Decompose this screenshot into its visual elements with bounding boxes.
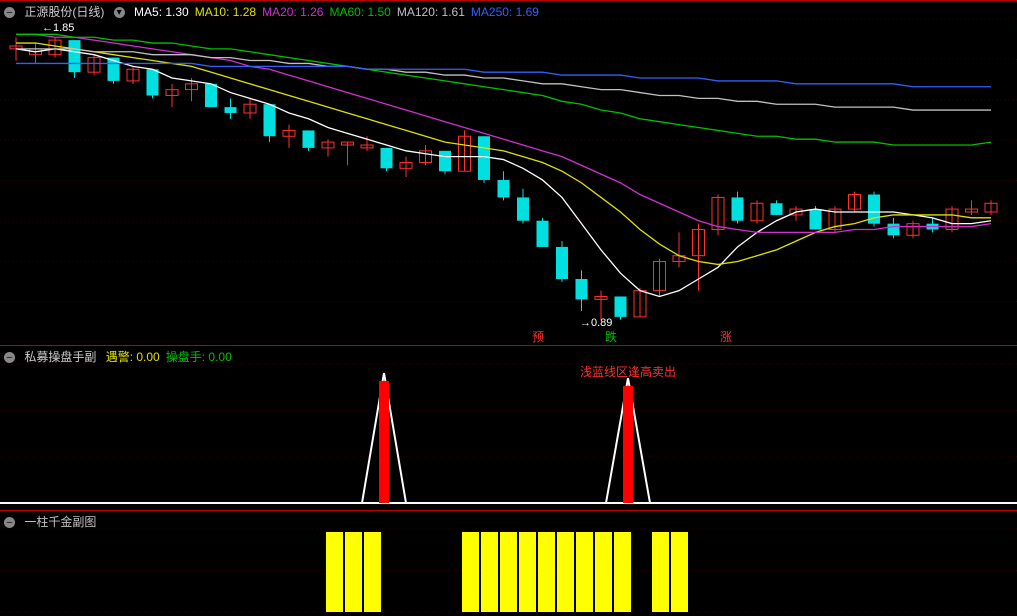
collapse-icon[interactable]: – [4,517,15,528]
sub2-panel[interactable]: – 一柱千金副图 [0,510,1017,615]
stock-title: 正源股份(日线) [24,5,104,19]
ma-legend-item: MA10: 1.28 [195,5,256,19]
sub1-panel[interactable]: – 私募操盘手副 遇警: 0.00 操盘手: 0.00 浅蓝线区逢高卖出 [0,345,1017,510]
gold-bar [345,532,362,612]
gold-bar [652,532,669,612]
sub1-chart[interactable]: 浅蓝线区逢高卖出 [0,346,1017,511]
collapse-icon[interactable]: – [4,352,15,363]
ma-legend-item: MA60: 1.50 [329,5,390,19]
gold-bar [500,532,517,612]
sub2-title: 一柱千金副图 [24,515,96,529]
candle-chart[interactable]: ←1.85 →0.89 预 跌 涨 [0,1,1017,346]
gold-bar [481,532,498,612]
gold-bar [326,532,343,612]
sub1-title: 私募操盘手副 [24,350,96,364]
price-high-label: ←1.85 [42,22,74,34]
ma-legend-item: MA20: 1.26 [262,5,323,19]
ma-line-ma250 [16,63,991,86]
sub1-legend-item: 遇警: 0.00 [106,350,160,364]
ma-legend-item: MA250: 1.69 [471,5,539,19]
gold-bar [519,532,536,612]
sub2-header: – 一柱千金副图 [4,513,102,530]
gold-bar [671,532,688,612]
gold-bar [538,532,555,612]
main-header: – 正源股份(日线) ▾ MA5: 1.30 MA10: 1.28 MA20: 1.… [4,3,551,20]
gold-bar [614,532,631,612]
price-low-label: →0.89 [580,317,612,329]
signal-label: 预 [532,330,544,344]
collapse-icon[interactable]: – [4,7,15,18]
gold-bar [462,532,479,612]
ma-legend-item: MA5: 1.30 [134,5,189,19]
sub1-header: – 私募操盘手副 遇警: 0.00 操盘手: 0.00 [4,348,244,365]
main-chart-panel[interactable]: – 正源股份(日线) ▾ MA5: 1.30 MA10: 1.28 MA20: 1.… [0,0,1017,345]
spike-bar [623,386,633,503]
signal-label: 跌 [605,329,617,344]
spike-bar [379,381,389,503]
gold-bar [557,532,574,612]
signal-label: 涨 [720,329,732,344]
sub1-legend-item: 操盘手: 0.00 [166,350,232,364]
sub1-annotation: 浅蓝线区逢高卖出 [580,364,676,379]
ma-legend-item: MA120: 1.61 [397,5,465,19]
gold-bar [576,532,593,612]
sub2-chart[interactable] [0,511,1017,616]
info-icon[interactable]: ▾ [114,7,125,18]
ma-line-ma120 [16,49,991,110]
gold-bar [364,532,381,612]
gold-bar [595,532,612,612]
